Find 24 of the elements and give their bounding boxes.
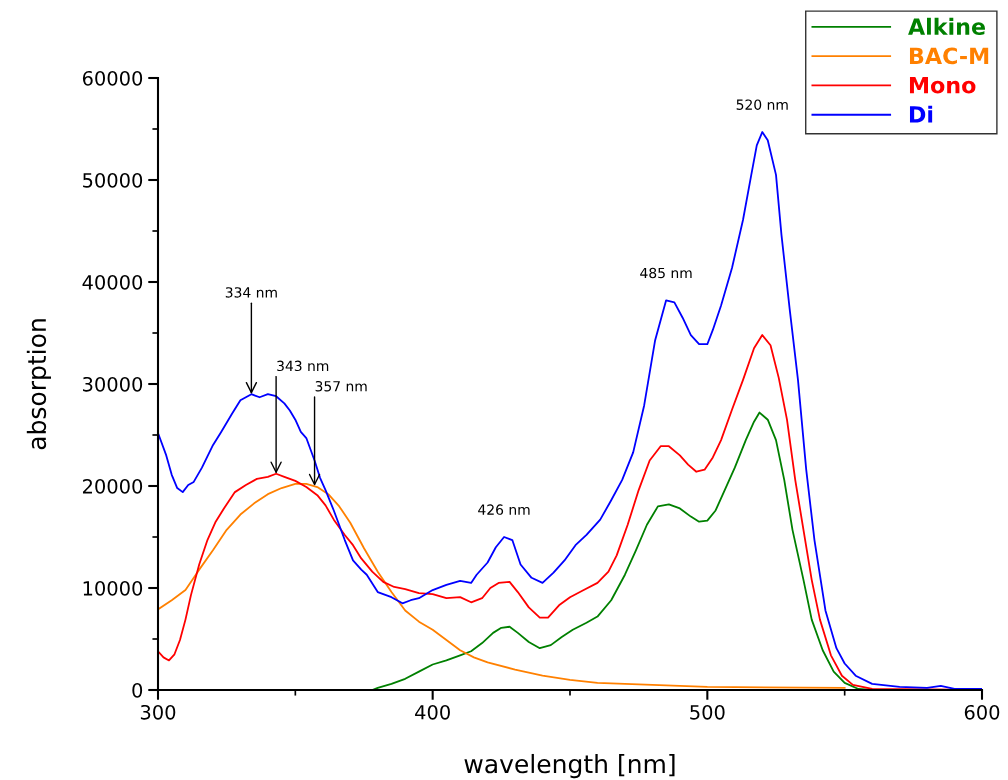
x-tick-label: 500 (690, 704, 725, 720)
annotation: 485 nm (640, 267, 692, 279)
y-tick-label: 40000 (82, 274, 143, 290)
annotation: 426 nm (478, 504, 530, 515)
annotation: 357 nm (315, 381, 367, 392)
x-tick-label: 400 (415, 704, 450, 720)
annotation: 520 nm (736, 99, 788, 110)
y-tick-label: 20000 (82, 478, 143, 494)
y-tick-label: 50000 (83, 172, 143, 188)
legend-label: Alkine (908, 17, 985, 35)
annotation: 343 nm (277, 360, 329, 372)
x-tick-label: 600 (964, 704, 1000, 720)
y-tick-label: 60000 (82, 70, 143, 86)
line-series (158, 483, 846, 689)
annotation: 334 nm (225, 287, 277, 298)
legend-label: Di (909, 105, 933, 123)
legend-label: BAC-M (909, 47, 989, 65)
x-tick-label: 300 (140, 704, 176, 720)
y-axis-title: absorption (26, 319, 51, 450)
legend-label: Mono (909, 77, 976, 94)
y-tick-label: 0 (132, 682, 143, 698)
y-tick-label: 30000 (83, 376, 143, 392)
y-tick-label: 10000 (83, 580, 143, 596)
x-axis-title: wavelength [nm] (464, 753, 675, 779)
